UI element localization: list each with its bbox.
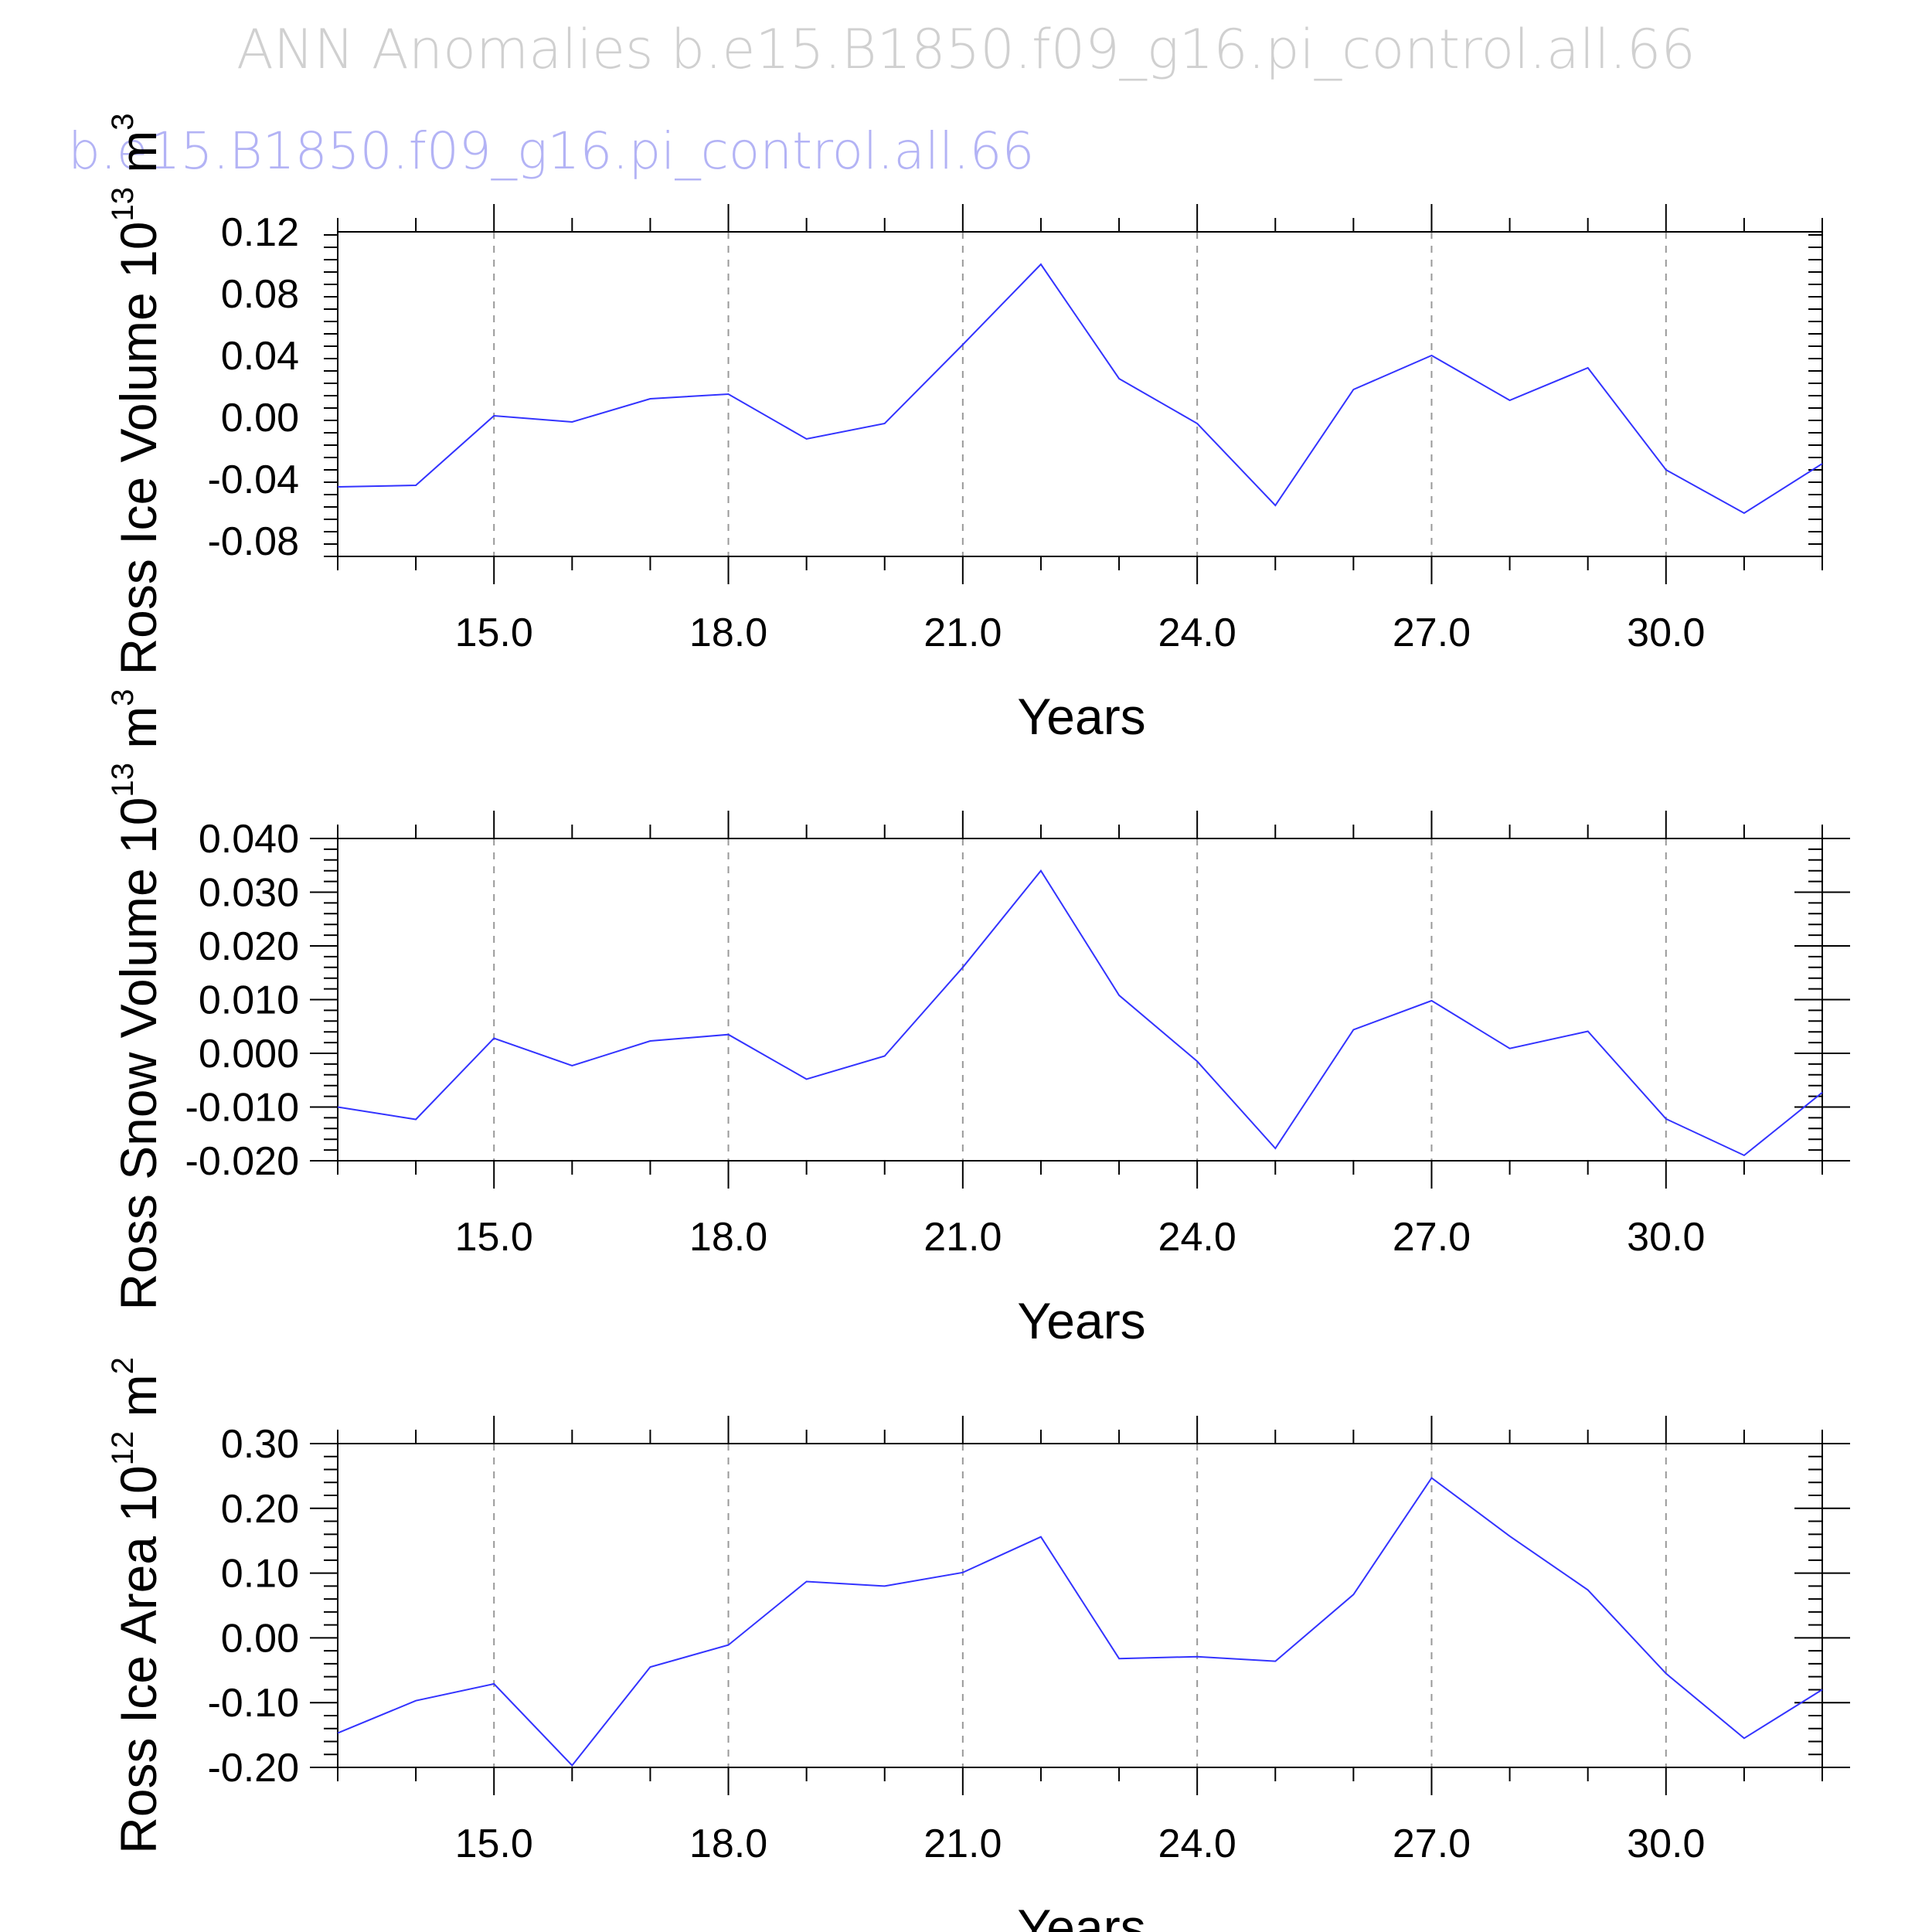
y-tick-label: -0.04 bbox=[207, 457, 299, 502]
x-tick-label: 30.0 bbox=[1627, 611, 1705, 655]
x-tick-label: 27.0 bbox=[1393, 611, 1471, 655]
y-tick-label: 0.12 bbox=[221, 210, 299, 255]
y-tick-label: 0.020 bbox=[199, 924, 299, 969]
figure-title: ANN Anomalies b.e15.B1850.f09_g16.pi_con… bbox=[236, 18, 1696, 81]
series-line bbox=[337, 869, 1823, 1157]
y-tick-label: 0.000 bbox=[199, 1032, 299, 1077]
x-tick-label: 21.0 bbox=[923, 1821, 1002, 1866]
y-axis-title: Ross Snow Volume 1013 m3 bbox=[106, 689, 167, 1310]
x-tick-label: 18.0 bbox=[689, 611, 767, 655]
x-tick-label: 18.0 bbox=[689, 1215, 767, 1260]
figure-subtitle: b.e15.B1850.f09_g16.pi_control.all.66 bbox=[68, 121, 1034, 181]
x-tick-label: 21.0 bbox=[923, 1215, 1002, 1260]
x-tick-label: 15.0 bbox=[455, 1215, 533, 1260]
y-tick-label: 0.10 bbox=[221, 1552, 299, 1597]
y-axis-title: Ross Ice Area 1012 m2 bbox=[106, 1357, 167, 1854]
x-tick-label: 15.0 bbox=[455, 611, 533, 655]
chart-panels: 15.0 18.0 21.0 24.0 27.0 30.0 -0.08 -0.04 0.00 0.… bbox=[106, 113, 1850, 1932]
panel-2: 15.0 18.0 21.0 24.0 27.0 30.0 -0.020 -0.010 0.00… bbox=[106, 689, 1850, 1349]
plot-frame bbox=[337, 231, 1823, 557]
y-tick-label: 0.030 bbox=[199, 871, 299, 916]
y-tick-label: 0.08 bbox=[221, 272, 299, 317]
x-tick-label: 18.0 bbox=[689, 1821, 767, 1866]
x-tick-label: 21.0 bbox=[923, 611, 1002, 655]
y-tick-label: 0.20 bbox=[221, 1487, 299, 1532]
y-axis-title: Ross Ice Volume 1013 m3 bbox=[106, 113, 167, 675]
panel-3: 15.0 18.0 21.0 24.0 27.0 30.0 -0.20 -0.10 0.00 0.… bbox=[106, 1357, 1850, 1932]
x-tick-label: 15.0 bbox=[455, 1821, 533, 1866]
x-tick-label: 24.0 bbox=[1158, 1215, 1236, 1260]
plot-frame bbox=[337, 838, 1823, 1162]
y-tick-label: -0.20 bbox=[207, 1746, 299, 1791]
y-tick-label: 0.040 bbox=[199, 817, 299, 862]
x-tick-label: 30.0 bbox=[1627, 1821, 1705, 1866]
y-tick-label: 0.30 bbox=[221, 1422, 299, 1467]
x-tick-label: 24.0 bbox=[1158, 1821, 1236, 1866]
x-tick-label: 27.0 bbox=[1393, 1215, 1471, 1260]
y-tick-label: 0.04 bbox=[221, 334, 299, 379]
x-tick-label: 27.0 bbox=[1393, 1821, 1471, 1866]
x-tick-label: 30.0 bbox=[1627, 1215, 1705, 1260]
y-tick-label: -0.010 bbox=[185, 1086, 299, 1131]
x-axis-title: Years bbox=[1017, 1292, 1145, 1349]
y-tick-label: -0.020 bbox=[185, 1139, 299, 1184]
y-tick-label: 0.00 bbox=[221, 1616, 299, 1661]
y-tick-label: 0.00 bbox=[221, 396, 299, 440]
y-tick-label: -0.10 bbox=[207, 1681, 299, 1726]
y-tick-label: -0.08 bbox=[207, 519, 299, 564]
y-tick-label: 0.010 bbox=[199, 978, 299, 1023]
x-axis-title: Years bbox=[1017, 688, 1145, 745]
series-line bbox=[337, 1476, 1823, 1767]
series-line bbox=[337, 263, 1823, 515]
x-axis-title: Years bbox=[1017, 1899, 1145, 1932]
panel-1: 15.0 18.0 21.0 24.0 27.0 30.0 -0.08 -0.04 0.00 0.… bbox=[106, 113, 1823, 745]
x-tick-label: 24.0 bbox=[1158, 611, 1236, 655]
plot-frame bbox=[337, 1443, 1823, 1768]
